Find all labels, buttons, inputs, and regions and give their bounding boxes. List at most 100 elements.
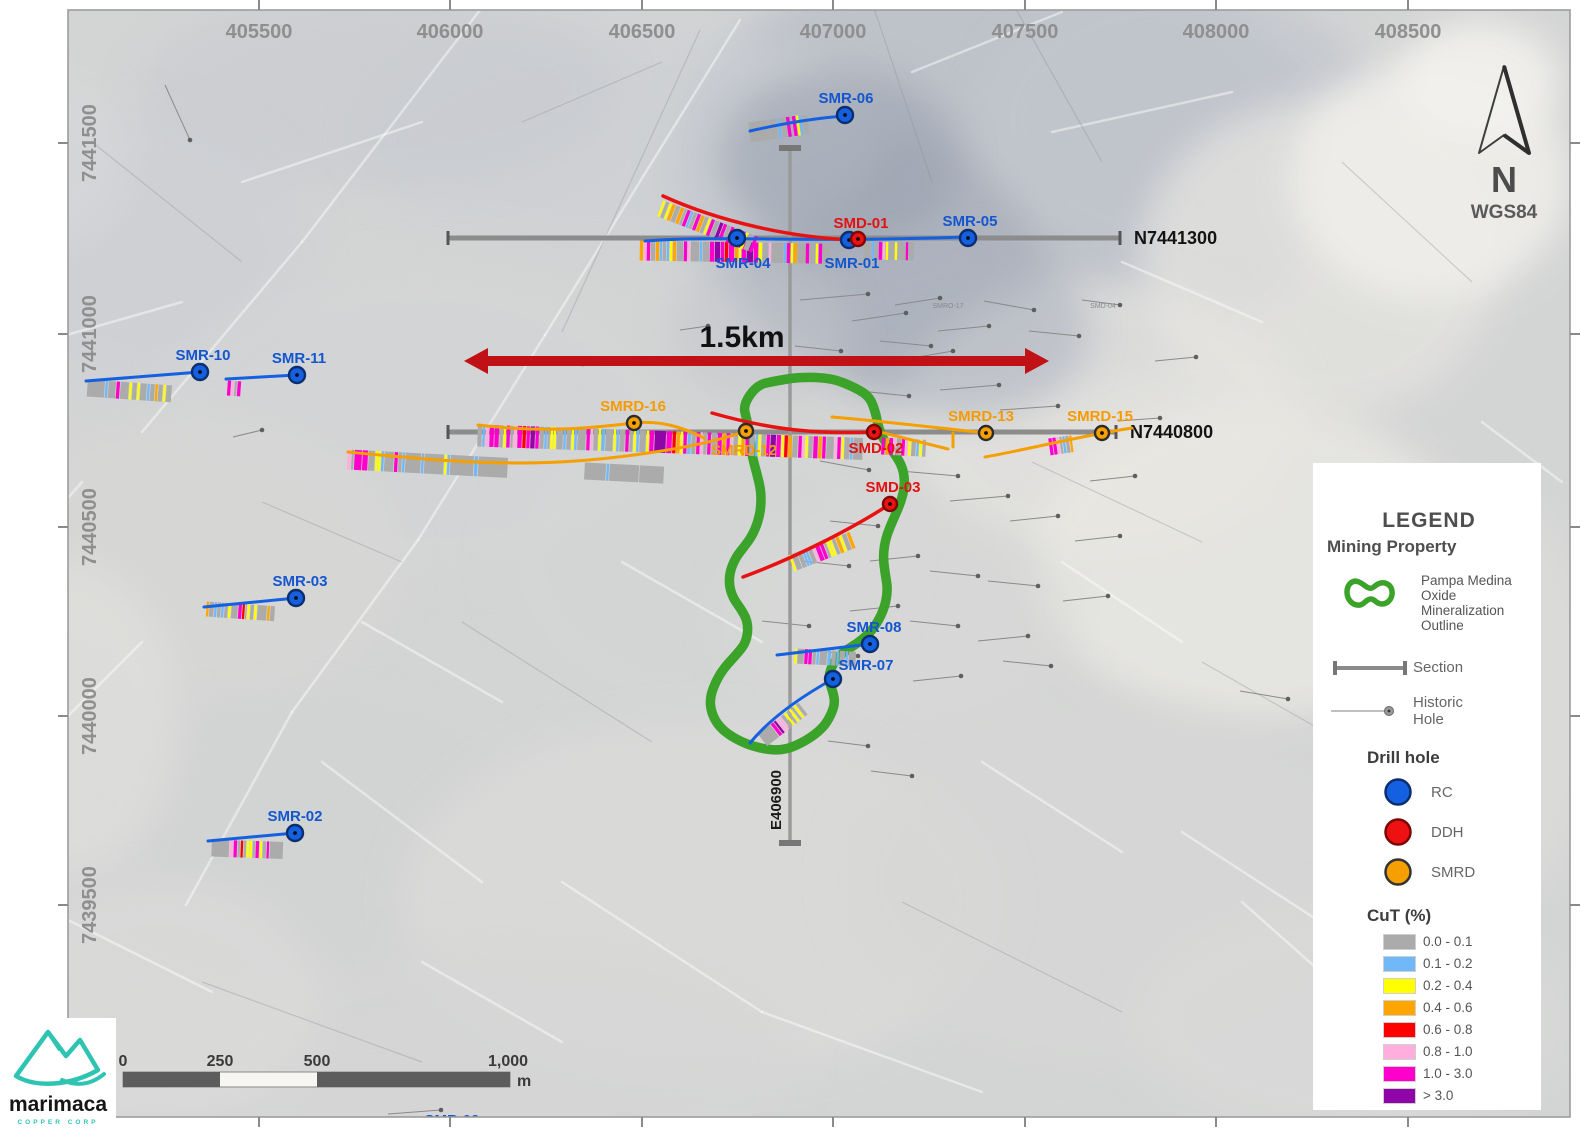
assay-interval: [157, 384, 164, 402]
assay-interval: [753, 242, 759, 263]
assay-interval: [510, 425, 514, 448]
assay-interval: [650, 240, 656, 261]
assay-interval: [616, 429, 620, 452]
historic-hole-dot: [855, 653, 861, 659]
historic-hole-dot: [1117, 533, 1123, 539]
assay-interval: [691, 431, 697, 455]
drill-hole-marker-dot: [294, 596, 298, 600]
historic-hole-dot: [187, 137, 193, 143]
assay-interval: [629, 429, 634, 452]
historic-hole-dot: [705, 323, 711, 329]
assay-interval: [162, 384, 167, 402]
assay-interval: [788, 708, 800, 722]
assay-interval: [699, 216, 709, 234]
drill-hole-label: SMR-01: [824, 255, 879, 272]
cut-range-label: 0.1 - 0.2: [1423, 956, 1473, 971]
assay-interval: [790, 243, 794, 264]
assay-interval: [646, 240, 651, 261]
legend-section-label: Section: [1413, 659, 1464, 676]
historic-hole-dot: [865, 743, 871, 749]
assay-interval: [353, 449, 363, 471]
mineralization-outline-icon: [1327, 573, 1413, 619]
assay-interval: [838, 535, 848, 552]
assay-interval: [104, 380, 109, 398]
northing-label: 7441500: [79, 104, 101, 182]
historic-hole-dot: [806, 623, 812, 629]
assay-interval: [269, 841, 284, 859]
assay-interval: [139, 383, 148, 401]
assay-interval: [240, 840, 244, 858]
historic-hole-dot: [1193, 354, 1199, 360]
northing-label: 7439500: [79, 866, 101, 944]
assay-interval: [593, 428, 599, 451]
assay-bar-cluster: [205, 601, 276, 622]
assay-interval: [831, 650, 837, 666]
assay-interval: [663, 202, 673, 220]
scale-bar: 0 250 500 1,000 m: [119, 1053, 532, 1090]
assay-interval: [449, 454, 475, 477]
historic-hole-line: [827, 740, 869, 747]
drill-hole-label: SMD-01: [833, 215, 888, 232]
assay-interval: [741, 433, 746, 456]
trace-smr02: [206, 831, 297, 843]
assay-interval: [241, 604, 246, 620]
drill-hole-SMR-07: SMR-07: [823, 657, 894, 689]
marimaca-mountain-icon: [13, 1029, 106, 1086]
drill-hole-marker-dot: [888, 502, 892, 506]
cut-range-label: 1.0 - 3.0: [1423, 1066, 1473, 1081]
assay-interval: [252, 840, 256, 858]
assay-interval: [828, 539, 837, 556]
scale-bar-tick-label: 0: [119, 1053, 128, 1070]
trace-smrd15: [983, 426, 1134, 459]
assay-interval: [230, 603, 239, 619]
drill-hole-SMRD-13: SMRD-13: [948, 408, 1014, 442]
assay-interval: [230, 380, 235, 396]
assay-interval: [226, 380, 232, 396]
assay-interval: [705, 219, 716, 237]
easting-label: 406000: [417, 21, 484, 43]
assay-interval: [894, 242, 898, 261]
assay-interval: [477, 424, 483, 447]
assay-interval: [738, 433, 742, 456]
assay-interval: [720, 241, 725, 262]
northing-label: 7440000: [79, 677, 101, 755]
assay-interval: [643, 240, 647, 261]
historic-hole-line: [987, 580, 1039, 587]
assay-interval: [550, 427, 554, 450]
drill-hole-marker-dot: [868, 642, 872, 646]
drill-hole-marker-dot: [831, 677, 835, 681]
drill-type-label: RC: [1431, 783, 1453, 801]
assay-interval: [812, 649, 817, 665]
historic-hole-line: [679, 325, 709, 331]
assay-interval: [638, 465, 665, 484]
assay-interval: [787, 435, 793, 458]
cut-color-swatch: [1383, 1043, 1416, 1060]
assay-interval: [733, 433, 739, 456]
assay-interval: [675, 207, 685, 225]
drill-type-marker-icon: [1384, 858, 1412, 886]
assay-interval: [874, 241, 879, 260]
historic-hole-line: [937, 325, 990, 332]
assay-interval: [885, 241, 889, 260]
scale-arrow-left-head: [464, 348, 488, 374]
assay-interval: [768, 118, 780, 140]
assay-interval: [269, 605, 276, 622]
assay-interval: [881, 437, 886, 455]
drill-hole-marker-dot: [295, 373, 299, 377]
assay-interval: [908, 242, 915, 261]
assay-interval: [571, 427, 575, 450]
historic-hole-line: [1239, 690, 1289, 700]
historic-hole-dot: [259, 427, 265, 433]
assay-interval: [815, 243, 819, 264]
assay-interval: [256, 605, 268, 621]
historic-hole-dot: [1132, 473, 1138, 479]
historic-hole-line: [1117, 417, 1161, 422]
assay-interval: [852, 437, 864, 460]
cut-color-swatch: [1383, 933, 1416, 950]
legend-panel: LEGEND Mining Property Pampa Medina Oxid…: [1313, 463, 1541, 1110]
assay-interval: [801, 435, 806, 458]
historic-hole-dot: [1285, 696, 1291, 702]
assay-interval: [805, 243, 810, 264]
assay-interval: [625, 429, 630, 452]
